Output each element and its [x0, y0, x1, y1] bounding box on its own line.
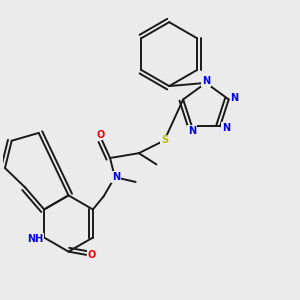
- Text: NH: NH: [27, 234, 43, 244]
- Text: N: N: [230, 93, 238, 103]
- Text: O: O: [96, 130, 105, 140]
- Text: S: S: [161, 135, 168, 146]
- Text: O: O: [88, 250, 96, 260]
- Text: N: N: [222, 123, 230, 133]
- Text: N: N: [202, 76, 210, 86]
- Text: N: N: [188, 126, 196, 136]
- Text: N: N: [112, 172, 120, 182]
